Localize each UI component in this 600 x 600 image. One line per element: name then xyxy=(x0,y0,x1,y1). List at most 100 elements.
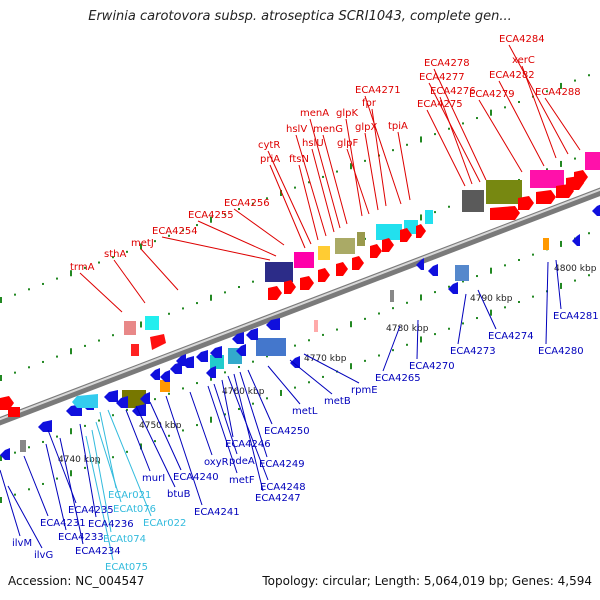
gene-arrow[interactable] xyxy=(574,170,588,184)
gene-label[interactable]: metB xyxy=(324,396,351,407)
gene-feature[interactable] xyxy=(390,290,394,302)
gene-arrow[interactable] xyxy=(336,262,348,276)
gene-label[interactable]: metJ xyxy=(131,238,154,249)
gene-feature[interactable] xyxy=(256,338,286,356)
gene-label[interactable]: ECA4274 xyxy=(488,331,534,342)
gene-label[interactable]: ECA4265 xyxy=(375,373,421,384)
gene-label[interactable]: ECA4234 xyxy=(75,546,121,557)
gene-feature[interactable] xyxy=(543,238,549,250)
gene-feature[interactable] xyxy=(585,152,600,170)
gene-label[interactable]: tpiA xyxy=(388,121,408,132)
gene-arrow[interactable] xyxy=(132,404,146,416)
gene-label[interactable]: ECA4270 xyxy=(409,361,455,372)
gene-label[interactable]: ECA4284 xyxy=(499,34,545,45)
gene-label[interactable]: ECA4280 xyxy=(538,346,584,357)
gene-label[interactable]: ECA4241 xyxy=(194,507,240,518)
gene-label[interactable]: ftsN xyxy=(289,154,309,165)
rna-feature[interactable] xyxy=(145,316,159,330)
gene-label[interactable]: ECA4247 xyxy=(255,493,301,504)
gene-feature[interactable] xyxy=(530,170,564,188)
gene-label[interactable]: ECA4278 xyxy=(424,58,470,69)
gene-label[interactable]: fpr xyxy=(362,98,377,109)
gene-feature[interactable] xyxy=(294,252,314,268)
gene-arrow[interactable] xyxy=(370,244,382,258)
gene-label[interactable]: ECA4248 xyxy=(260,482,306,493)
gene-label[interactable]: ilvG xyxy=(34,550,53,561)
gene-label[interactable]: glpF xyxy=(337,138,358,149)
gene-arrow[interactable] xyxy=(72,394,98,408)
gene-label[interactable]: glpK xyxy=(336,108,358,119)
gene-arrow[interactable] xyxy=(236,344,246,356)
gene-label[interactable]: ECAt075 xyxy=(105,562,148,573)
gene-label[interactable]: ECA4271 xyxy=(355,85,401,96)
gene-label[interactable]: ECA4281 xyxy=(553,311,599,322)
gene-arrow[interactable] xyxy=(448,282,458,294)
gene-label[interactable]: ECAr022 xyxy=(143,518,186,529)
gene-label[interactable]: metL xyxy=(292,406,318,417)
gene-label[interactable]: ECA4236 xyxy=(88,519,134,530)
gene-label[interactable]: ECA4255 xyxy=(188,210,234,221)
gene-arrow[interactable] xyxy=(382,238,394,252)
gene-arrow[interactable] xyxy=(300,276,314,290)
gene-label[interactable]: ECA4256 xyxy=(224,198,270,209)
gene-label[interactable]: rpmE xyxy=(351,385,378,396)
gene-label[interactable]: ECAt076 xyxy=(113,504,156,515)
gene-arrow[interactable] xyxy=(0,448,10,460)
gene-label[interactable]: ECA4235 xyxy=(68,505,114,516)
gene-feature[interactable] xyxy=(314,320,318,332)
gene-label[interactable]: xerC xyxy=(512,55,535,66)
gene-arrow[interactable] xyxy=(266,318,280,330)
gene-label[interactable]: hslU xyxy=(302,138,324,149)
gene-label[interactable]: ECA4282 xyxy=(489,70,535,81)
gene-arrow[interactable] xyxy=(416,258,424,270)
gene-arrow[interactable] xyxy=(0,396,14,410)
gene-feature[interactable] xyxy=(462,190,484,212)
gene-feature[interactable] xyxy=(357,232,365,246)
gene-feature[interactable] xyxy=(150,334,166,350)
gene-label[interactable]: ECA4277 xyxy=(419,72,465,83)
gene-arrow[interactable] xyxy=(150,368,160,380)
gene-label[interactable]: ECAr021 xyxy=(108,490,151,501)
gene-label[interactable]: ECA4231 xyxy=(40,518,86,529)
gene-arrow[interactable] xyxy=(400,228,412,242)
gene-arrow[interactable] xyxy=(38,420,52,432)
gene-arrow[interactable] xyxy=(116,396,128,408)
gene-label[interactable]: ECA4276 xyxy=(430,86,476,97)
gene-feature[interactable] xyxy=(20,440,26,452)
gene-arrow[interactable] xyxy=(246,328,258,340)
gene-arrow[interactable] xyxy=(572,234,580,246)
gene-label[interactable]: metF xyxy=(229,475,255,486)
gene-arrow[interactable] xyxy=(232,332,244,344)
gene-arrow[interactable] xyxy=(284,280,296,294)
gene-label[interactable]: ECA4275 xyxy=(417,99,463,110)
gene-arrow[interactable] xyxy=(352,256,364,270)
gene-label[interactable]: ECA4246 xyxy=(225,439,271,450)
gene-feature[interactable] xyxy=(160,380,170,392)
gene-label[interactable]: ECA4288 xyxy=(535,87,581,98)
gene-label[interactable]: ECA4250 xyxy=(264,426,310,437)
gene-label[interactable]: ilvM xyxy=(12,538,32,549)
gene-feature[interactable] xyxy=(8,407,20,417)
gene-arrow[interactable] xyxy=(290,356,300,368)
gene-arrow[interactable] xyxy=(416,224,426,238)
gene-label[interactable]: murI xyxy=(142,473,165,484)
gene-label[interactable]: cytR xyxy=(258,140,280,151)
gene-arrow[interactable] xyxy=(140,392,150,404)
rna-feature[interactable] xyxy=(210,355,224,369)
gene-label[interactable]: menG xyxy=(313,124,343,135)
gene-feature[interactable] xyxy=(318,246,330,260)
gene-label[interactable]: ECA4273 xyxy=(450,346,496,357)
gene-arrow[interactable] xyxy=(490,206,520,220)
gene-arrow[interactable] xyxy=(318,268,330,282)
gene-label[interactable]: glpX xyxy=(355,122,377,133)
gene-arrow[interactable] xyxy=(536,190,556,204)
gene-arrow[interactable] xyxy=(160,370,170,382)
gene-label[interactable]: menA xyxy=(300,108,329,119)
gene-arrow[interactable] xyxy=(170,362,182,374)
gene-label[interactable]: ECAt074 xyxy=(103,534,146,545)
rna-feature[interactable] xyxy=(376,224,402,240)
gene-label[interactable]: sthA xyxy=(104,249,126,260)
gene-feature[interactable] xyxy=(124,321,136,335)
gene-feature[interactable] xyxy=(455,265,469,281)
gene-arrow[interactable] xyxy=(592,204,600,216)
